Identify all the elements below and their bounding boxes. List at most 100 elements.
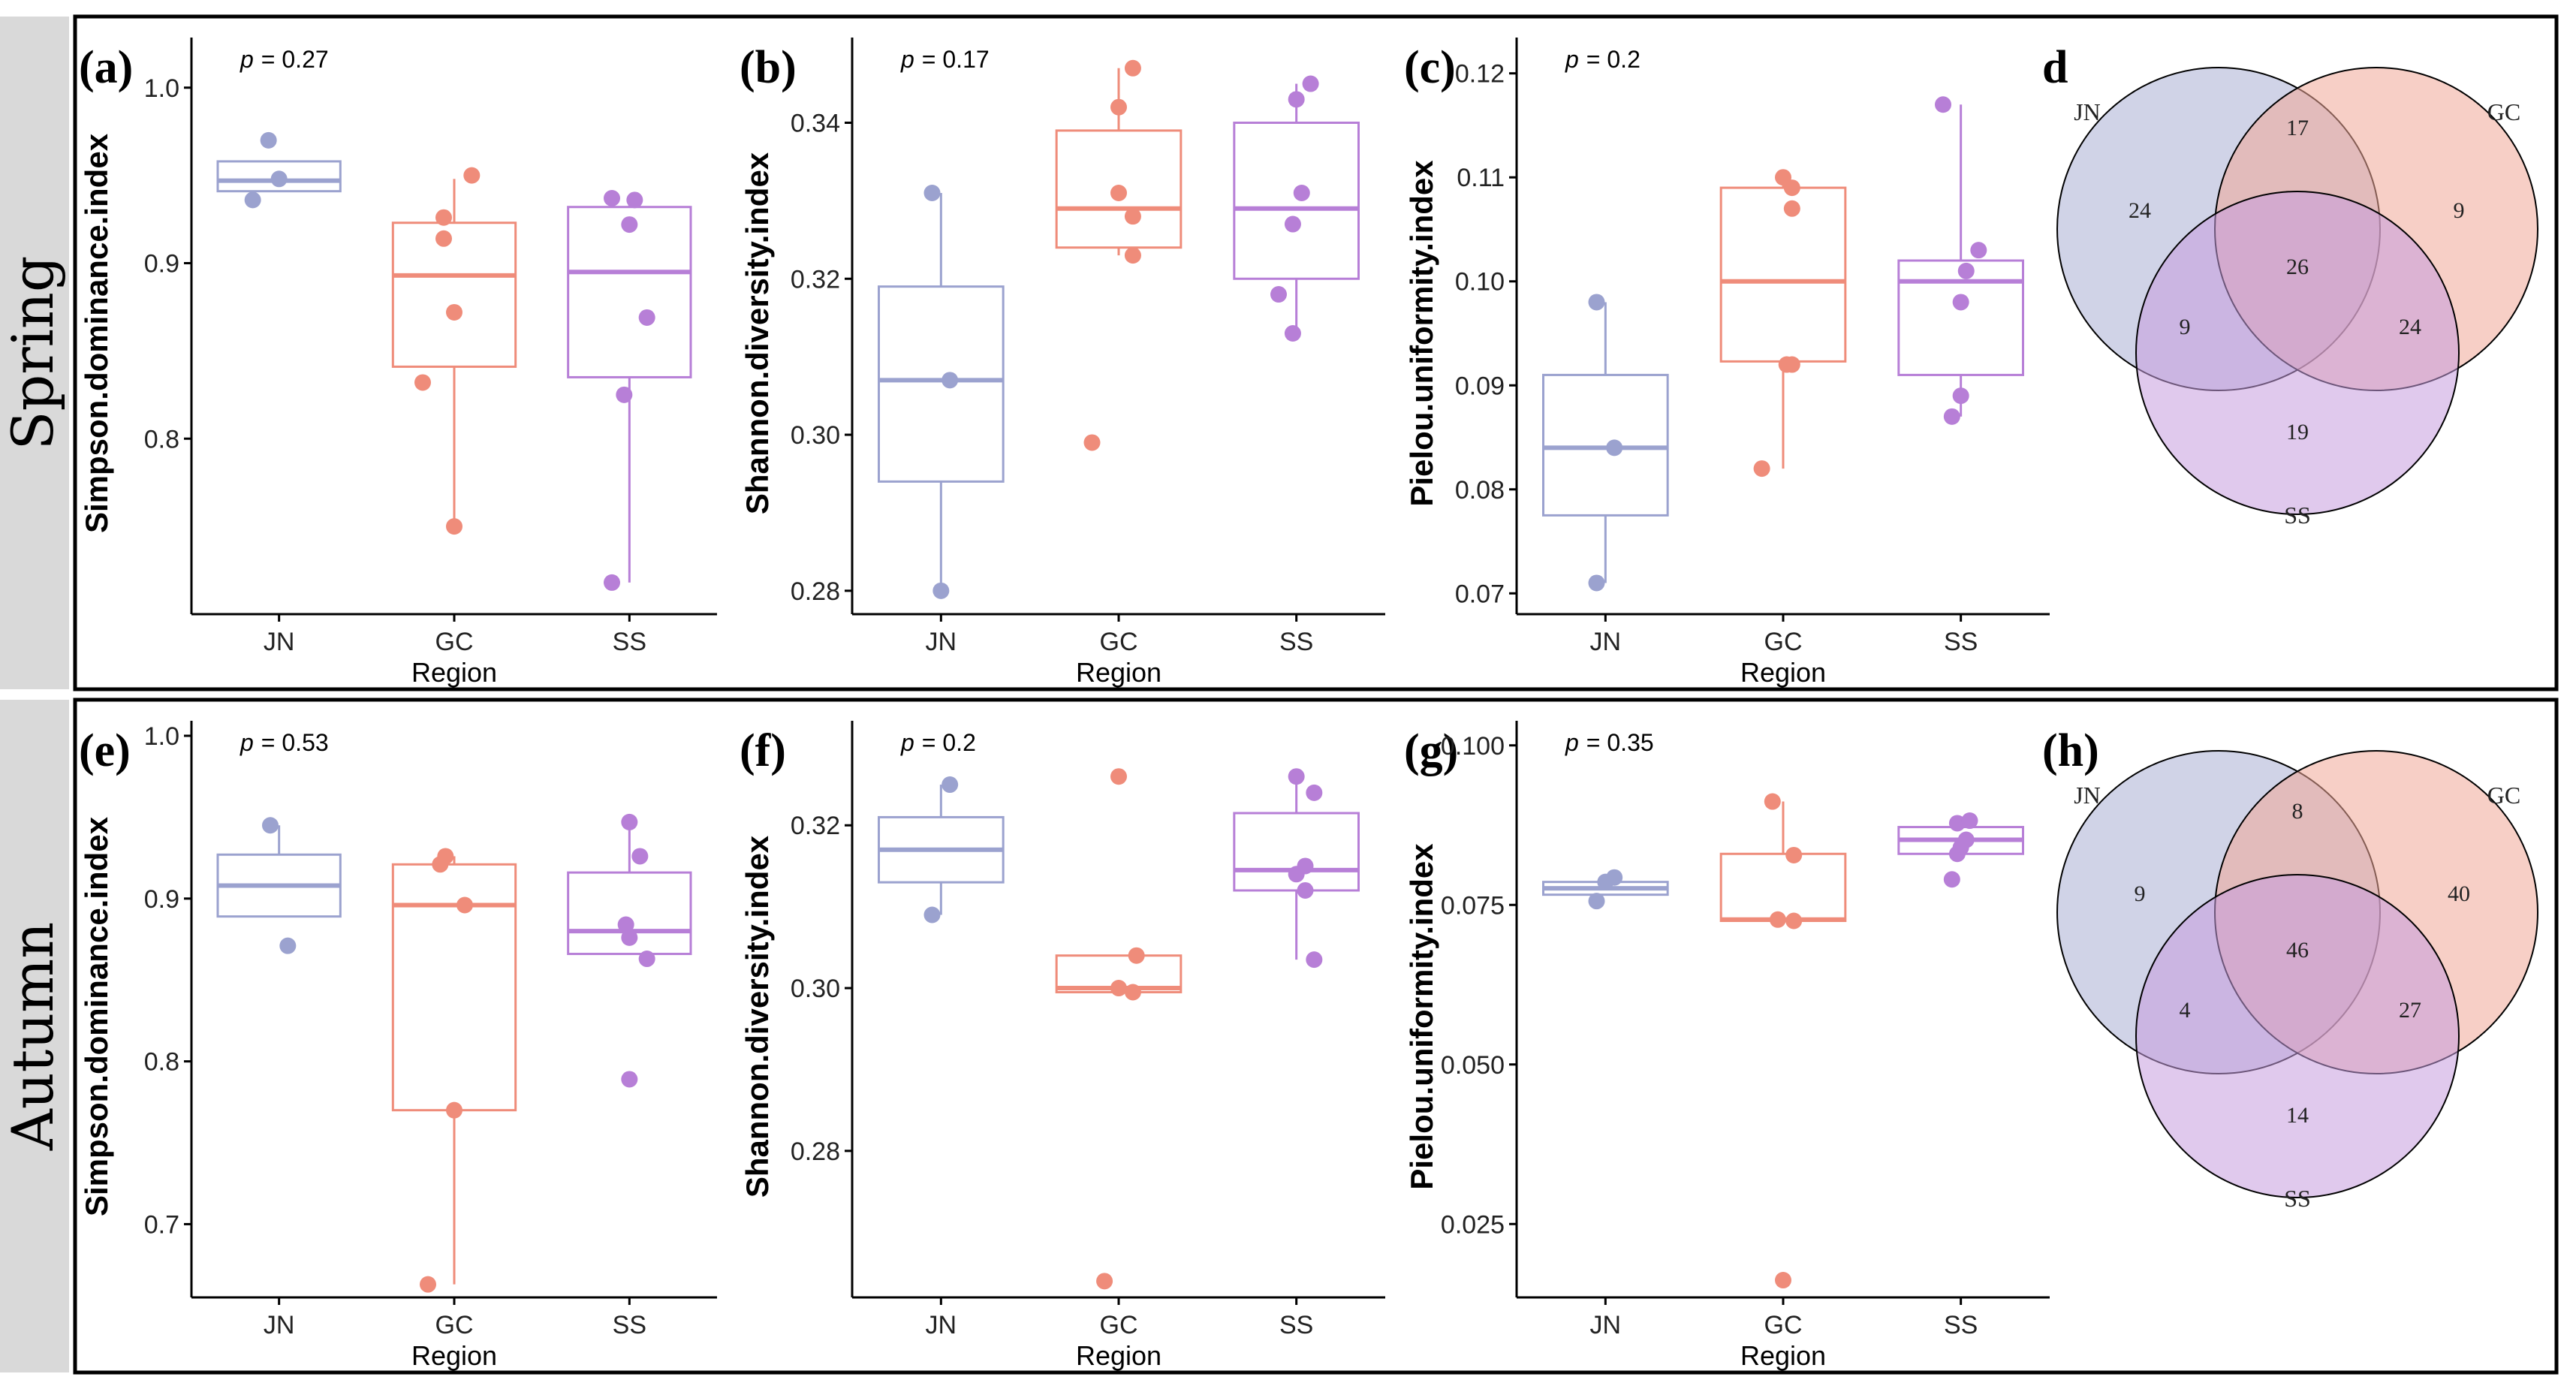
boxplot-panel: (c) p = 0.2 0.07 0.08 0.09 0.10 0.11 0.12 JN GC SS R…: [1404, 38, 2050, 688]
y-tick-label: 0.9: [144, 250, 179, 279]
panel-letter: (e): [79, 725, 131, 776]
data-point: [626, 191, 643, 209]
row-frame: [73, 14, 2559, 691]
venn-circle-ss: [2135, 191, 2460, 515]
data-point: [1306, 784, 1323, 801]
venn-count: 4: [2180, 998, 2191, 1023]
p-value: = 0.2: [1586, 46, 1641, 73]
y-tick-label: 1.0: [144, 722, 179, 751]
venn-count: 9: [2180, 315, 2191, 339]
box-iqr: [1897, 259, 2024, 376]
data-point: [1124, 984, 1141, 1001]
data-point: [1957, 262, 1975, 279]
y-tick-label: 0.30: [791, 975, 840, 1003]
box-jn: [878, 776, 1005, 923]
box-ss: [1233, 75, 1360, 342]
x-tick-label: GC: [435, 628, 474, 656]
row-strip: [0, 17, 69, 689]
data-point: [1948, 815, 1966, 832]
y-tick-label: 1.0: [144, 74, 179, 103]
x-tick-label: GC: [1100, 1311, 1138, 1339]
data-point: [932, 582, 950, 599]
boxplot-panel: (e) p = 0.53 0.7 0.8 0.9 1.0 JN GC SS Region Simpso…: [79, 721, 717, 1371]
venn-set-label: JN: [2074, 98, 2101, 125]
data-point: [1970, 242, 1987, 259]
row-label: Spring: [0, 256, 66, 450]
box-ss: [567, 190, 692, 591]
y-axis-title: Simpson.dominance.index: [79, 133, 114, 533]
data-point: [1124, 59, 1141, 77]
box-jn: [1542, 294, 1669, 592]
venn-count: 14: [2286, 1103, 2309, 1128]
x-tick-label: SS: [1279, 628, 1313, 656]
data-point: [1128, 947, 1145, 964]
x-axis-title: Region: [411, 1340, 497, 1371]
data-point: [638, 309, 655, 326]
y-tick-label: 0.075: [1441, 891, 1505, 920]
p-value-label: p = 0.27: [240, 46, 329, 73]
data-point: [1124, 208, 1141, 225]
y-tick-label: 0.07: [1455, 580, 1505, 608]
box-iqr: [878, 285, 1005, 483]
data-point: [1124, 247, 1141, 264]
data-point: [1110, 768, 1127, 785]
p-value: = 0.27: [261, 46, 329, 73]
x-axis-title: Region: [1740, 1340, 1826, 1371]
data-point: [621, 929, 638, 946]
data-point: [446, 303, 462, 321]
venn-count: 19: [2286, 420, 2309, 444]
box-gc: [1719, 169, 1847, 478]
box-jn: [878, 185, 1005, 599]
p-symbol: p: [900, 729, 914, 756]
venn-count: 46: [2286, 938, 2309, 963]
x-axis-title: Region: [1740, 657, 1826, 688]
row-frame: [73, 698, 2559, 1375]
data-point: [435, 209, 452, 226]
box-jn: [216, 131, 342, 209]
data-point: [1302, 75, 1319, 92]
x-tick-label: GC: [435, 1311, 474, 1339]
y-tick-label: 0.8: [144, 1048, 179, 1077]
data-point: [621, 1071, 638, 1088]
box-gc: [391, 848, 517, 1293]
y-tick-label: 0.12: [1455, 60, 1505, 89]
p-symbol: p: [1565, 729, 1579, 756]
y-axis-title: Pielou.uniformity.index: [1404, 843, 1439, 1190]
y-tick-label: 0.09: [1455, 372, 1505, 400]
data-point: [1096, 1273, 1113, 1290]
data-point: [1935, 96, 1951, 113]
box-iqr: [1719, 186, 1847, 363]
y-tick-label: 0.050: [1441, 1051, 1505, 1080]
box-gc: [391, 167, 517, 535]
data-point: [923, 185, 941, 201]
box-ss: [1897, 96, 2024, 425]
p-symbol: p: [240, 729, 254, 756]
data-point: [942, 372, 959, 389]
data-point: [616, 386, 633, 403]
box-gc: [1719, 793, 1847, 1289]
venn-count: 24: [2399, 315, 2421, 339]
x-tick-label: SS: [1944, 628, 1978, 656]
y-axis-title: Shannon.diversity.index: [740, 835, 775, 1198]
x-tick-label: GC: [1100, 628, 1138, 656]
boxplot-panel: (a) p = 0.27 0.8 0.9 1.0 JN GC SS Region Simpson.d…: [79, 38, 717, 688]
y-tick-label: 0.11: [1457, 164, 1505, 192]
data-point: [942, 776, 959, 794]
box-gc: [1055, 59, 1183, 451]
row-spring: Spring (a) p = 0.27 0.8 0.9 1.0 JN GC SS Region Sim…: [0, 14, 2559, 691]
data-point: [1284, 215, 1301, 233]
panel-letter: d: [2042, 42, 2068, 93]
x-tick-label: JN: [926, 1311, 957, 1339]
box-iqr: [567, 206, 692, 378]
y-axis-title: Pielou.uniformity.index: [1404, 160, 1439, 507]
data-point: [1952, 387, 1969, 405]
data-point: [1764, 793, 1781, 810]
data-point: [604, 190, 620, 207]
x-axis-title: Region: [1076, 657, 1161, 688]
boxplot-panel: (f) p = 0.2 0.28 0.30 0.32 JN GC SS Region Shannon…: [740, 721, 1385, 1371]
venn-panel: dJN GC SS 24 9 19 17 9 24 26: [2042, 42, 2538, 529]
p-value: = 0.2: [922, 729, 976, 756]
y-tick-label: 0.32: [791, 265, 840, 294]
data-point: [1110, 98, 1127, 116]
y-tick-label: 0.8: [144, 425, 179, 453]
